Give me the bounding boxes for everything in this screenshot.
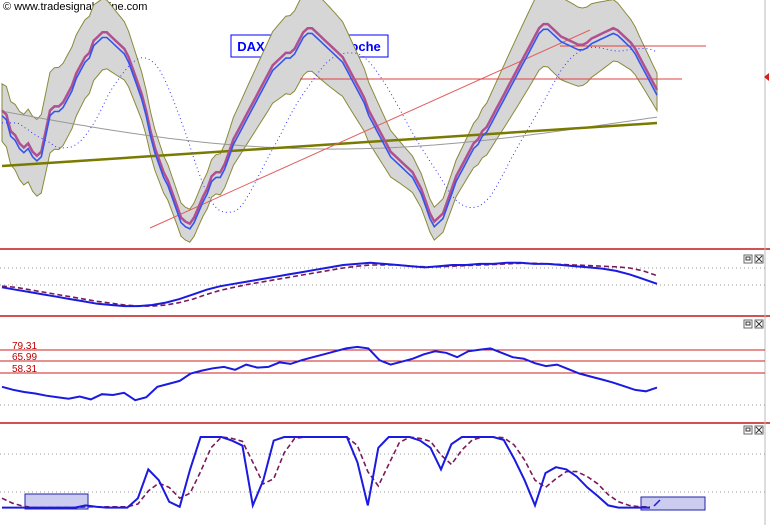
oversold-zone-box	[24, 493, 89, 510]
minimize-glyph-icon	[745, 321, 751, 326]
oscillator-signal-line	[1, 262, 658, 307]
minimize-icon	[743, 254, 753, 264]
level-label: 58.31	[12, 364, 37, 375]
dotted-average-line	[2, 46, 658, 213]
minimize-icon	[743, 319, 753, 329]
close-glyph-icon	[755, 320, 763, 328]
close-glyph-icon	[755, 255, 763, 263]
trend-average-line	[1, 121, 658, 168]
price-marker-icon	[764, 73, 769, 81]
level-label: 65.99	[12, 352, 37, 363]
long-average-line	[1, 110, 658, 150]
price-line-purple	[1, 22, 659, 226]
minimize-icon	[743, 425, 753, 435]
minimize-glyph-icon	[745, 256, 751, 261]
price-line-blue	[1, 28, 658, 230]
level-label: 79.31	[12, 341, 37, 352]
stochastic-signal-line	[1, 436, 650, 509]
oscillator-line	[1, 261, 658, 308]
close-glyph-icon	[755, 426, 763, 434]
rsi-line	[1, 345, 658, 402]
minimize-glyph-icon	[745, 427, 751, 432]
stochastic-tail	[653, 499, 661, 507]
stochastic-line	[2, 436, 650, 509]
watermark: © www.tradesignalonline.com	[3, 1, 147, 13]
bollinger-band	[1, 0, 658, 243]
oversold-zone-box	[640, 496, 706, 511]
trend-line	[149, 29, 591, 229]
